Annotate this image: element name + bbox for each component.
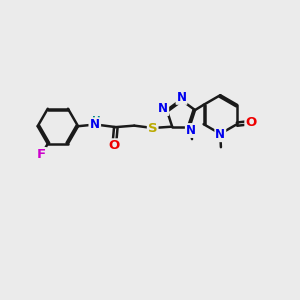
Text: S: S xyxy=(148,122,158,134)
Text: N: N xyxy=(176,91,187,104)
Text: O: O xyxy=(109,139,120,152)
Text: N: N xyxy=(158,102,168,115)
Text: N: N xyxy=(215,128,225,141)
Text: H: H xyxy=(92,116,100,126)
Text: N: N xyxy=(89,118,99,131)
Text: F: F xyxy=(37,148,46,161)
Text: N: N xyxy=(186,124,196,137)
Text: O: O xyxy=(245,116,256,129)
